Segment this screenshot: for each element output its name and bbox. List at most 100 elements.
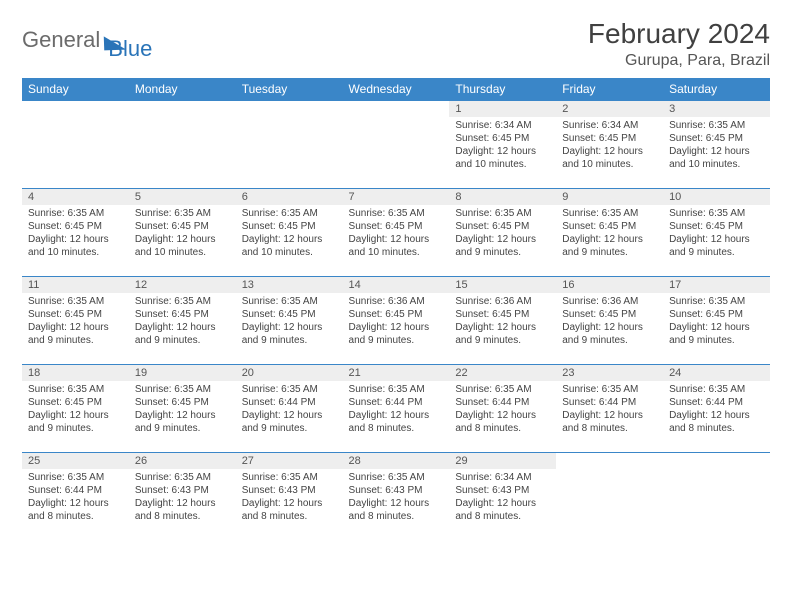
sunrise-text: Sunrise: 6:35 AM (455, 383, 550, 396)
calendar-day-cell: 16Sunrise: 6:36 AMSunset: 6:45 PMDayligh… (556, 277, 663, 365)
sunrise-text: Sunrise: 6:35 AM (562, 383, 657, 396)
sunrise-text: Sunrise: 6:35 AM (28, 383, 123, 396)
daylight-text: Daylight: 12 hours and 8 minutes. (28, 497, 123, 523)
daylight-text: Daylight: 12 hours and 10 minutes. (455, 145, 550, 171)
sunrise-text: Sunrise: 6:35 AM (242, 295, 337, 308)
day-number: 14 (343, 277, 450, 293)
sunset-text: Sunset: 6:45 PM (562, 220, 657, 233)
sunrise-text: Sunrise: 6:35 AM (349, 207, 444, 220)
calendar-week-row: 4Sunrise: 6:35 AMSunset: 6:45 PMDaylight… (22, 189, 770, 277)
calendar-day-cell: 9Sunrise: 6:35 AMSunset: 6:45 PMDaylight… (556, 189, 663, 277)
calendar-day-cell: 28Sunrise: 6:35 AMSunset: 6:43 PMDayligh… (343, 453, 450, 541)
sunset-text: Sunset: 6:45 PM (562, 132, 657, 145)
day-number: 6 (236, 189, 343, 205)
day-number: 28 (343, 453, 450, 469)
daylight-text: Daylight: 12 hours and 9 minutes. (242, 321, 337, 347)
day-details: Sunrise: 6:35 AMSunset: 6:45 PMDaylight:… (129, 205, 236, 263)
daylight-text: Daylight: 12 hours and 8 minutes. (135, 497, 230, 523)
sunrise-text: Sunrise: 6:35 AM (135, 383, 230, 396)
daylight-text: Daylight: 12 hours and 9 minutes. (562, 321, 657, 347)
sunrise-text: Sunrise: 6:34 AM (455, 471, 550, 484)
calendar-day-cell (236, 101, 343, 189)
day-number: 1 (449, 101, 556, 117)
sunset-text: Sunset: 6:45 PM (28, 220, 123, 233)
sunrise-text: Sunrise: 6:35 AM (562, 207, 657, 220)
day-number (129, 101, 236, 105)
sunset-text: Sunset: 6:45 PM (28, 396, 123, 409)
daylight-text: Daylight: 12 hours and 10 minutes. (135, 233, 230, 259)
day-number: 29 (449, 453, 556, 469)
day-number: 24 (663, 365, 770, 381)
weekday-header: Tuesday (236, 78, 343, 101)
sunrise-text: Sunrise: 6:35 AM (349, 471, 444, 484)
page-header: General Blue February 2024 Gurupa, Para,… (22, 18, 770, 70)
sunset-text: Sunset: 6:45 PM (455, 220, 550, 233)
sunrise-text: Sunrise: 6:35 AM (669, 295, 764, 308)
sunset-text: Sunset: 6:45 PM (349, 220, 444, 233)
daylight-text: Daylight: 12 hours and 9 minutes. (28, 321, 123, 347)
day-details: Sunrise: 6:35 AMSunset: 6:45 PMDaylight:… (343, 205, 450, 263)
day-details: Sunrise: 6:35 AMSunset: 6:45 PMDaylight:… (22, 293, 129, 351)
sunset-text: Sunset: 6:43 PM (455, 484, 550, 497)
daylight-text: Daylight: 12 hours and 10 minutes. (562, 145, 657, 171)
day-details: Sunrise: 6:36 AMSunset: 6:45 PMDaylight:… (556, 293, 663, 351)
daylight-text: Daylight: 12 hours and 9 minutes. (135, 409, 230, 435)
sunset-text: Sunset: 6:45 PM (669, 220, 764, 233)
day-number (663, 453, 770, 457)
day-number (236, 101, 343, 105)
calendar-day-cell: 6Sunrise: 6:35 AMSunset: 6:45 PMDaylight… (236, 189, 343, 277)
daylight-text: Daylight: 12 hours and 10 minutes. (242, 233, 337, 259)
sunset-text: Sunset: 6:44 PM (242, 396, 337, 409)
calendar-day-cell: 23Sunrise: 6:35 AMSunset: 6:44 PMDayligh… (556, 365, 663, 453)
sunrise-text: Sunrise: 6:35 AM (669, 383, 764, 396)
day-details: Sunrise: 6:35 AMSunset: 6:45 PMDaylight:… (663, 117, 770, 175)
day-details: Sunrise: 6:35 AMSunset: 6:44 PMDaylight:… (22, 469, 129, 527)
sunrise-text: Sunrise: 6:35 AM (135, 471, 230, 484)
day-details: Sunrise: 6:35 AMSunset: 6:45 PMDaylight:… (449, 205, 556, 263)
day-details: Sunrise: 6:35 AMSunset: 6:44 PMDaylight:… (236, 381, 343, 439)
day-number: 11 (22, 277, 129, 293)
day-details: Sunrise: 6:35 AMSunset: 6:43 PMDaylight:… (129, 469, 236, 527)
calendar-day-cell (556, 453, 663, 541)
daylight-text: Daylight: 12 hours and 8 minutes. (455, 409, 550, 435)
day-details: Sunrise: 6:35 AMSunset: 6:45 PMDaylight:… (663, 293, 770, 351)
calendar-day-cell (22, 101, 129, 189)
day-number (22, 101, 129, 105)
sunrise-text: Sunrise: 6:36 AM (455, 295, 550, 308)
calendar-day-cell: 26Sunrise: 6:35 AMSunset: 6:43 PMDayligh… (129, 453, 236, 541)
sunrise-text: Sunrise: 6:35 AM (242, 471, 337, 484)
daylight-text: Daylight: 12 hours and 8 minutes. (562, 409, 657, 435)
sunset-text: Sunset: 6:45 PM (135, 396, 230, 409)
calendar-day-cell: 2Sunrise: 6:34 AMSunset: 6:45 PMDaylight… (556, 101, 663, 189)
logo-triangle-icon (104, 36, 126, 51)
day-number: 9 (556, 189, 663, 205)
day-details: Sunrise: 6:35 AMSunset: 6:44 PMDaylight:… (343, 381, 450, 439)
day-details: Sunrise: 6:35 AMSunset: 6:45 PMDaylight:… (129, 293, 236, 351)
day-number: 19 (129, 365, 236, 381)
day-details: Sunrise: 6:36 AMSunset: 6:45 PMDaylight:… (343, 293, 450, 351)
calendar-day-cell: 1Sunrise: 6:34 AMSunset: 6:45 PMDaylight… (449, 101, 556, 189)
daylight-text: Daylight: 12 hours and 9 minutes. (135, 321, 230, 347)
sunrise-text: Sunrise: 6:35 AM (242, 383, 337, 396)
sunset-text: Sunset: 6:44 PM (28, 484, 123, 497)
day-number: 8 (449, 189, 556, 205)
logo: General Blue (22, 18, 152, 62)
day-number: 22 (449, 365, 556, 381)
day-number: 21 (343, 365, 450, 381)
calendar-day-cell: 3Sunrise: 6:35 AMSunset: 6:45 PMDaylight… (663, 101, 770, 189)
daylight-text: Daylight: 12 hours and 8 minutes. (455, 497, 550, 523)
sunset-text: Sunset: 6:44 PM (669, 396, 764, 409)
calendar-day-cell: 20Sunrise: 6:35 AMSunset: 6:44 PMDayligh… (236, 365, 343, 453)
calendar-day-cell: 15Sunrise: 6:36 AMSunset: 6:45 PMDayligh… (449, 277, 556, 365)
calendar-day-cell: 4Sunrise: 6:35 AMSunset: 6:45 PMDaylight… (22, 189, 129, 277)
day-details: Sunrise: 6:35 AMSunset: 6:45 PMDaylight:… (129, 381, 236, 439)
calendar-day-cell: 27Sunrise: 6:35 AMSunset: 6:43 PMDayligh… (236, 453, 343, 541)
sunrise-text: Sunrise: 6:35 AM (242, 207, 337, 220)
calendar-day-cell: 21Sunrise: 6:35 AMSunset: 6:44 PMDayligh… (343, 365, 450, 453)
sunrise-text: Sunrise: 6:35 AM (135, 207, 230, 220)
calendar-day-cell (129, 101, 236, 189)
calendar-week-row: 11Sunrise: 6:35 AMSunset: 6:45 PMDayligh… (22, 277, 770, 365)
sunset-text: Sunset: 6:44 PM (455, 396, 550, 409)
sunset-text: Sunset: 6:45 PM (669, 308, 764, 321)
day-details: Sunrise: 6:35 AMSunset: 6:45 PMDaylight:… (663, 205, 770, 263)
